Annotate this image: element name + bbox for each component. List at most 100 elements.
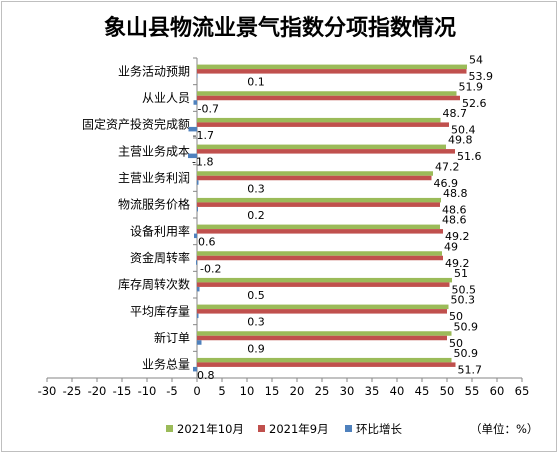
x-tick-label: 40 [390,384,405,398]
legend-swatch [258,425,265,432]
bar-sep [197,149,455,154]
bar-sep [197,229,443,234]
x-tick-label: 45 [415,384,430,398]
data-label: 0.3 [247,316,265,329]
bar-mom [197,206,198,212]
bar-mom [193,100,197,105]
data-label: 51.6 [457,150,482,163]
x-tick-label: 50 [440,384,455,398]
x-tick-label: -10 [138,384,157,398]
legend-swatch [345,425,352,432]
legend-label: 2021年9月 [269,422,329,436]
data-label: 51 [454,267,468,280]
bar-sep [197,282,450,287]
bar-mom [193,366,197,372]
bar-mom [196,260,197,265]
category-label: 新订单 [154,330,190,345]
category-label: 平均库存量 [130,303,190,318]
x-tick-label: -25 [63,384,82,398]
bar-oct [197,357,452,363]
bar-sep [197,175,432,181]
legend-label: 2021年10月 [177,422,244,436]
category-label: 库存周转次数 [118,277,190,292]
bar-oct [197,331,452,336]
chart-title: 象山县物流业景气指数分项指数情况 [103,15,456,41]
x-tick-label: 0 [193,384,200,398]
x-tick-label: 65 [515,384,530,398]
category-label: 物流服务价格 [118,197,190,212]
x-tick-label: 10 [240,384,255,398]
data-label: 50 [449,337,463,350]
data-label: 48.6 [442,203,467,216]
data-label: 47.2 [435,160,460,173]
bar-oct [197,304,449,310]
category-label: 资金周转率 [130,250,190,265]
bar-oct [197,277,452,283]
bar-mom [197,180,199,185]
bar-oct [197,251,442,256]
x-tick-label: 30 [340,384,355,398]
data-label: -1.8 [192,156,213,169]
bar-mom [188,153,197,159]
bar-sep [197,309,447,314]
category-label: 固定资产投资完成额 [82,117,190,132]
data-label: 0.6 [198,236,216,249]
bar-sep [197,362,456,367]
bar-sep [197,69,467,74]
bar-mom [197,73,198,79]
category-label: 从业人员 [142,91,190,105]
data-label: 0.8 [197,369,215,382]
data-label: 0.9 [247,342,265,355]
data-label: 50.9 [454,347,479,360]
data-label: 50.3 [451,294,476,307]
bar-mom [197,340,202,345]
x-tick-label: 35 [365,384,380,398]
legend-swatch [166,425,173,432]
bar-oct [197,144,446,150]
bar-sep [197,95,460,101]
data-label: 49.8 [448,134,473,147]
data-label: 48.6 [442,214,467,227]
category-label: 业务总量 [142,357,190,372]
category-label: 主营业务利润 [118,170,190,185]
data-label: 52.6 [462,97,487,110]
x-tick-label: -30 [38,384,57,398]
bar-sep [197,255,443,261]
data-label: 50.5 [452,283,477,296]
data-label: 54 [469,54,483,67]
data-label: -0.7 [198,102,219,115]
data-label: 53.9 [469,70,494,83]
data-label: 0.3 [247,182,265,195]
x-tick-label: 55 [465,384,480,398]
category-label: 设备利用率 [130,223,190,238]
x-tick-label: 20 [290,384,305,398]
bar-oct [197,197,441,203]
bar-mom [197,313,199,319]
bar-mom [194,233,197,239]
bar-oct [197,91,457,96]
category-label: 业务活动预期 [118,63,190,78]
x-tick-label: 60 [490,384,505,398]
unit-note: （单位：%） [470,422,538,436]
x-tick-label: -20 [88,384,107,398]
x-tick-label: -15 [113,384,132,398]
data-label: 50.4 [451,123,476,136]
data-label: 49.2 [445,257,470,270]
data-label: -1.7 [193,129,214,142]
data-label: -0.2 [200,262,221,275]
bar-oct [197,117,441,123]
data-label: 48.7 [443,107,468,120]
data-label: 49.2 [445,230,470,243]
data-label: 48.8 [443,187,468,200]
bar-mom [188,126,197,132]
data-label: 51.7 [458,363,483,376]
x-tick-label: 15 [265,384,280,398]
x-tick-label: -5 [166,384,177,398]
data-label: 46.9 [434,177,459,190]
bar-sep [197,122,449,127]
bar-oct [197,64,467,70]
legend-label: 环比增长 [356,422,402,436]
data-label: 51.9 [459,80,484,93]
data-label: 49 [444,240,458,253]
bar-oct [197,171,433,176]
